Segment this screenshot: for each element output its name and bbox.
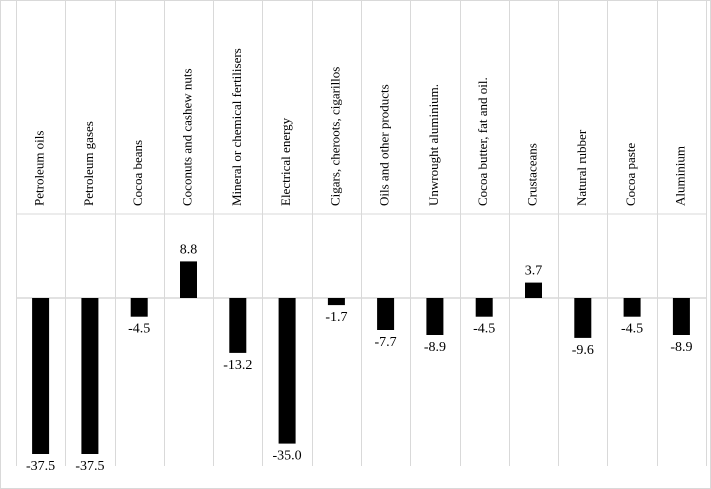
data-label: -9.6 — [572, 343, 594, 358]
data-label: -7.7 — [375, 335, 397, 350]
data-label: -37.5 — [75, 459, 104, 474]
category-labels: Petroleum oils Petroleum gases Cocoa beans… — [32, 48, 688, 206]
data-label: -13.2 — [223, 358, 252, 373]
category-label: Cocoa paste — [623, 143, 638, 206]
bar — [130, 298, 148, 317]
category-label: Electrical energy — [278, 117, 293, 206]
bar — [278, 298, 296, 444]
category-label: Natural rubber — [574, 129, 589, 206]
category-label: Petroleum gases — [81, 121, 96, 206]
bar — [574, 298, 592, 338]
category-label: Petroleum oils — [32, 131, 47, 206]
bars — [32, 261, 690, 454]
category-label: Cocoa beans — [130, 140, 145, 206]
bar — [525, 282, 542, 298]
bar — [81, 298, 99, 454]
data-label: -8.9 — [670, 340, 692, 355]
bar — [32, 298, 50, 454]
data-label: -4.5 — [473, 322, 495, 337]
bar — [426, 298, 444, 335]
category-label: Unwrought aluminium. — [426, 84, 441, 206]
data-label: -4.5 — [128, 322, 150, 337]
data-label: -35.0 — [273, 449, 302, 464]
category-label: Aluminium — [672, 146, 687, 206]
category-label: Oils and other products — [377, 84, 392, 206]
category-label: Mineral or chemical fertilisers — [229, 48, 244, 206]
bar — [623, 298, 641, 317]
category-label: Cigars, cheroots, cigarillos — [327, 67, 342, 206]
bar — [229, 298, 247, 353]
bar — [672, 298, 690, 335]
data-label: -8.9 — [424, 340, 446, 355]
data-labels: -37.5 -37.5 -4.5 8.8 -13.2 -35.0 -1.7 -7.7 -8.9 -… — [26, 242, 692, 474]
category-label: Coconuts and cashew nuts — [179, 68, 194, 206]
data-label: -4.5 — [621, 322, 643, 337]
bar — [327, 298, 345, 306]
category-label: Cocoa butter, fat and oil. — [475, 77, 490, 206]
data-label: -1.7 — [325, 310, 347, 325]
bar — [180, 261, 197, 298]
bar — [377, 298, 395, 330]
data-label: -37.5 — [26, 459, 55, 474]
category-label: Crustaceans — [524, 143, 539, 206]
bar — [475, 298, 493, 317]
data-label: 8.8 — [180, 242, 198, 257]
data-label: 3.7 — [525, 264, 543, 279]
